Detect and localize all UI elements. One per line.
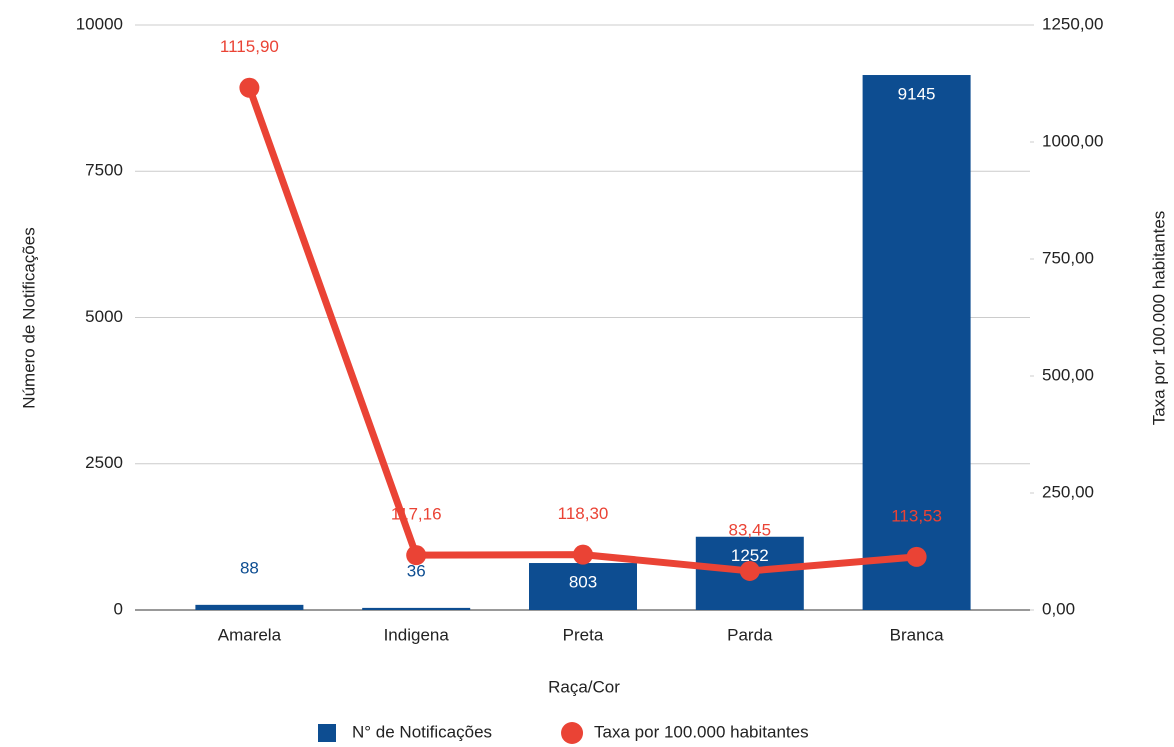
line-value-label: 1115,90 xyxy=(220,37,279,56)
bar xyxy=(529,563,637,610)
line-value-label: 83,45 xyxy=(729,520,772,539)
y-tick-label: 2500 xyxy=(85,453,123,472)
bar-value-label: 803 xyxy=(569,573,597,592)
line-value-label: 117,16 xyxy=(391,505,442,524)
bar xyxy=(195,604,304,610)
y2-tick-label: 250,00 xyxy=(1042,482,1094,501)
line xyxy=(246,86,917,575)
y-axis-title: Número de Notificações xyxy=(19,227,38,408)
bar-value-label: 36 xyxy=(407,561,426,580)
line-marker xyxy=(573,544,593,565)
y-tick-label: 7500 xyxy=(85,161,123,180)
x-tick-label: Parda xyxy=(727,625,773,644)
y2-tick-label: 1000,00 xyxy=(1042,131,1103,150)
line-marker xyxy=(906,546,927,567)
y-tick-label: 0 xyxy=(114,599,123,618)
bar xyxy=(862,75,971,610)
bar xyxy=(362,607,471,610)
x-tick-label: Branca xyxy=(890,625,944,644)
legend-label: Taxa por 100.000 habitantes xyxy=(594,722,809,741)
y2-tick-label: 750,00 xyxy=(1042,248,1094,267)
bar-value-label: 9145 xyxy=(898,85,936,104)
x-tick-label: Indigena xyxy=(384,625,450,644)
y2-axis-title: Taxa por 100.000 habitantes xyxy=(1149,211,1168,426)
line-value-label: 113,53 xyxy=(891,506,942,525)
y-tick-label: 10000 xyxy=(76,14,123,33)
x-axis-title: Raça/Cor xyxy=(548,677,620,696)
y2-tick-label: 500,00 xyxy=(1042,365,1094,384)
line-marker xyxy=(739,560,760,581)
legend-label: N° de Notificações xyxy=(352,722,492,741)
line-marker xyxy=(406,545,427,566)
y-tick-label: 5000 xyxy=(85,307,123,326)
bar-value-label: 88 xyxy=(240,558,259,577)
legend-swatch xyxy=(318,724,336,742)
x-tick-label: Amarela xyxy=(218,625,282,644)
line-value-label: 118,30 xyxy=(558,504,609,523)
y2-tick-label: 1250,00 xyxy=(1042,14,1103,33)
legend-swatch xyxy=(561,722,584,744)
x-tick-label: Preta xyxy=(563,625,604,644)
line-marker xyxy=(239,77,260,98)
bar-value-label: 1252 xyxy=(731,546,769,565)
y2-tick-label: 0,00 xyxy=(1042,599,1075,618)
